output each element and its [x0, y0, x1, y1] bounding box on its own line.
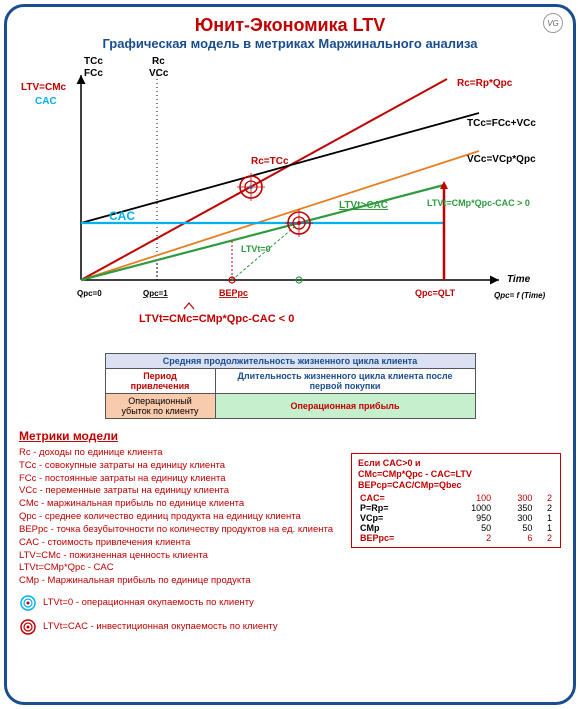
legend-r2c2: Операционная прибыль	[215, 394, 475, 419]
svg-text:Qpc=QLT: Qpc=QLT	[415, 288, 456, 298]
side-box: Если CAC>0 иCMc=CMp*Qpc - CAC=LTVBEPcp=C…	[351, 453, 561, 548]
svg-text:Rc=TCc: Rc=TCc	[251, 156, 289, 167]
svg-text:LTV=CMc: LTV=CMc	[21, 82, 67, 93]
legend-r1c2: Длительность жизненного цикла клиента по…	[215, 369, 475, 394]
svg-text:VCc=VCp*Qpc: VCc=VCp*Qpc	[467, 154, 536, 165]
footer-text: LTVt=0 - операционная окупаемость по кли…	[43, 597, 254, 608]
legend-header: Средняя продолжительность жизненного цик…	[105, 354, 475, 369]
metric-line: CMp - Маржинальная прибыль по единице пр…	[19, 575, 561, 588]
svg-text:LTVt=CMc=CMp*Qpc-CAC < 0: LTVt=CMc=CMp*Qpc-CAC < 0	[139, 313, 294, 325]
svg-text:TCc: TCc	[84, 56, 103, 67]
legend-r2c1: Операционный убыток по клиенту	[105, 394, 215, 419]
footer-item: LTVt=CAC - инвестиционная окупаемость по…	[19, 618, 561, 636]
svg-text:Rc: Rc	[152, 56, 165, 67]
page-frame: VG Юнит-Экономика LTV Графическая модель…	[4, 4, 576, 705]
title-sub: Графическая модель в метриках Маржинальн…	[19, 36, 561, 51]
svg-text:CAC: CAC	[35, 96, 57, 107]
svg-text:Qpc= f (Time): Qpc= f (Time)	[494, 291, 546, 300]
footer: LTVt=0 - операционная окупаемость по кли…	[19, 594, 561, 636]
target-icon	[19, 618, 37, 636]
svg-text:LTVt>CAC: LTVt>CAC	[339, 200, 388, 211]
svg-text:CAC: CAC	[109, 209, 135, 223]
footer-text: LTVt=CAC - инвестиционная окупаемость по…	[43, 621, 278, 632]
chart-area: TCcFCc LTV=CMc CAC RcVCc Qpc=0 Qpc=1 BEPpc Qpc=…	[19, 55, 559, 345]
metrics-title: Метрики модели	[19, 429, 561, 443]
svg-text:LTVt=0: LTVt=0	[241, 244, 271, 254]
metric-line: LTV=CMc - пожизненная ценность клиента	[19, 550, 561, 563]
title-main: Юнит-Экономика LTV	[19, 15, 561, 36]
metric-line: LTVt=CMp*Qpc - CAC	[19, 562, 561, 575]
legend-r1c1: Период привлечения	[105, 369, 215, 394]
svg-text:Qpc=0: Qpc=0	[77, 289, 102, 298]
svg-text:TCc=FCc+VCc: TCc=FCc+VCc	[467, 118, 536, 129]
target-icon	[19, 594, 37, 612]
svg-text:FCc: FCc	[84, 68, 103, 79]
svg-text:BEPpc: BEPpc	[219, 288, 248, 298]
footer-item: LTVt=0 - операционная окупаемость по кли…	[19, 594, 561, 612]
vg-badge: VG	[543, 13, 563, 33]
svg-text:LTVt=CMp*Qpc-CAC > 0: LTVt=CMp*Qpc-CAC > 0	[427, 198, 530, 208]
chart-svg: TCcFCc LTV=CMc CAC RcVCc Qpc=0 Qpc=1 BEPpc Qpc=…	[19, 55, 559, 345]
side-box-header: Если CAC>0 иCMc=CMp*Qpc - CAC=LTVBEPcp=C…	[358, 458, 554, 490]
metrics-section: Метрики модели Rc - доходы по единице кл…	[19, 429, 561, 588]
svg-text:Time: Time	[507, 274, 531, 285]
svg-text:Rc=Rp*Qpc: Rc=Rp*Qpc	[457, 78, 513, 89]
svg-text:VCc: VCc	[149, 68, 169, 79]
legend-table: Средняя продолжительность жизненного цик…	[105, 353, 476, 419]
svg-text:Qpc=1: Qpc=1	[143, 289, 168, 298]
side-box-table: CAC=1003002P=Rp=10003502VCp=9503001CMp50…	[358, 493, 554, 543]
